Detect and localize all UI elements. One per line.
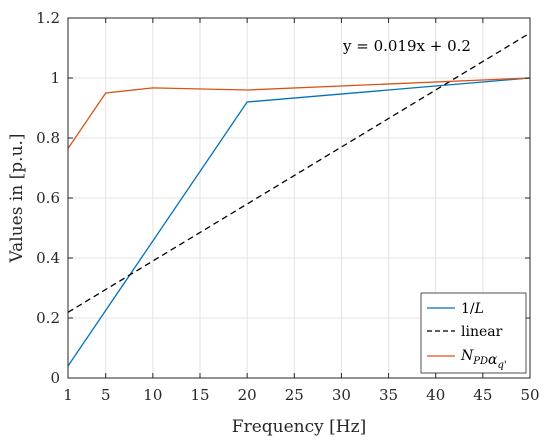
x-tick-label: 35 (379, 386, 398, 404)
x-tick-label: 30 (332, 386, 351, 404)
x-tick-label: 1 (63, 386, 73, 404)
x-tick-label: 15 (190, 386, 209, 404)
y-tick-label: 0 (50, 369, 60, 387)
legend-label-1-over-l: 1/L (461, 301, 484, 317)
x-tick-label: 10 (143, 386, 162, 404)
x-tick-label: 40 (426, 386, 445, 404)
legend-label-npd-alpha: NPDαq' (460, 348, 507, 371)
y-tick-label: 1.2 (36, 9, 60, 27)
x-tick-label: 50 (520, 386, 539, 404)
x-tick-labels: 1 5 10 15 20 25 30 35 40 45 50 (63, 386, 539, 404)
legend-box (420, 292, 527, 374)
y-tick-label: 0.2 (36, 309, 60, 327)
fit-equation-annotation: y = 0.019x + 0.2 (342, 37, 471, 55)
y-tick-label: 0.6 (36, 189, 60, 207)
x-tick-label: 25 (285, 386, 304, 404)
x-tick-label: 20 (238, 386, 257, 404)
y-tick-labels: 0 0.2 0.4 0.6 0.8 1 1.2 (36, 9, 60, 387)
y-tick-label: 0.8 (36, 129, 60, 147)
legend: 1/L linear NPDαq' (420, 292, 527, 374)
series-npd-alpha (67, 77, 531, 149)
axis-ticks (67, 17, 531, 379)
y-axis-label: Values in [p.u.] (7, 133, 27, 263)
legend-label-linear: linear (461, 324, 503, 340)
x-tick-label: 5 (101, 386, 111, 404)
y-tick-label: 1 (50, 69, 60, 87)
series-lines (67, 32, 531, 367)
series-1-over-l (67, 77, 531, 367)
x-tick-label: 45 (473, 386, 492, 404)
y-tick-label: 0.4 (36, 249, 60, 267)
x-axis-label: Frequency [Hz] (232, 417, 366, 437)
